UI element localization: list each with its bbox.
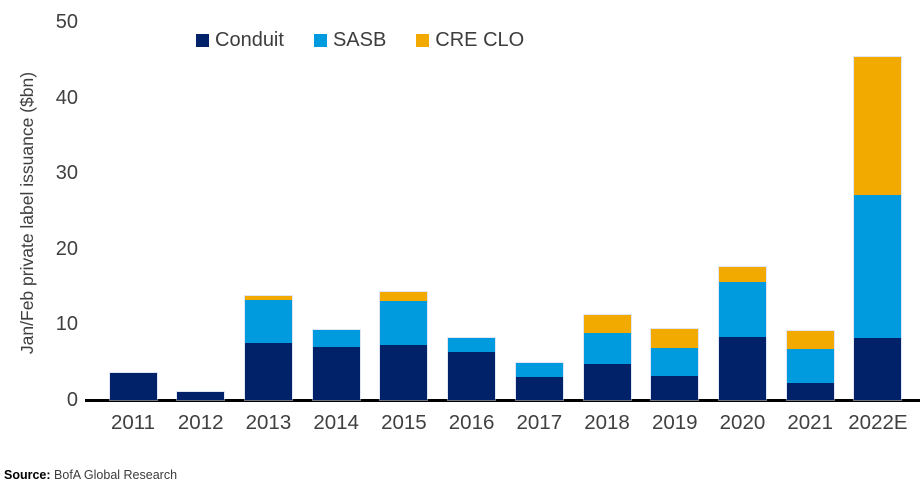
bar-segment-cre-clo — [786, 331, 834, 350]
x-axis-label: 2013 — [245, 411, 292, 434]
x-axis-label: 2022E — [848, 411, 908, 434]
bar-2022e — [854, 56, 902, 400]
x-axis-label: 2015 — [381, 411, 427, 434]
x-axis-label: 2018 — [584, 411, 630, 434]
y-tick-label: 10 — [55, 313, 78, 336]
bar-segment-sasb — [380, 300, 428, 345]
source-prefix: Source: — [4, 468, 51, 482]
bar-segment-sasb — [583, 332, 631, 365]
y-tick-label: 0 — [66, 389, 78, 411]
legend-label: CRE CLO — [435, 28, 525, 51]
bar-2017 — [515, 362, 563, 400]
bar-segment-sasb — [448, 338, 496, 352]
legend-swatch-icon — [416, 33, 430, 47]
bar-segment-conduit — [718, 337, 766, 400]
x-axis-label: 2020 — [719, 411, 766, 434]
bar-segment-cre-clo — [651, 328, 699, 348]
bar-segment-sasb — [786, 349, 834, 384]
bar-segment-sasb — [651, 347, 699, 376]
y-tick-label: 20 — [55, 237, 78, 260]
x-axis-label: 2019 — [651, 411, 698, 434]
bar-2019 — [651, 328, 699, 400]
bar-2015 — [380, 291, 428, 400]
legend-label: Conduit — [215, 28, 284, 51]
bar-2018 — [583, 315, 631, 400]
plot-area — [85, 56, 920, 402]
bar-segment-conduit — [109, 372, 157, 400]
bar-segment-cre-clo — [380, 291, 428, 301]
legend-label: SASB — [332, 28, 387, 51]
bar-segment-cre-clo — [854, 56, 902, 196]
bar-segment-conduit — [515, 377, 563, 400]
bar-segment-conduit — [854, 338, 902, 400]
bar-segment-sasb — [244, 300, 292, 343]
x-axis-line — [85, 399, 920, 402]
y-tick-label: 40 — [55, 86, 78, 109]
bar-segment-conduit — [312, 347, 360, 400]
bar-2011 — [109, 372, 157, 400]
bar-2021 — [786, 331, 834, 400]
bar-segment-sasb — [718, 282, 766, 338]
source-line: Source: BofA Global Research — [4, 468, 177, 482]
legend-swatch-icon — [313, 33, 327, 47]
bar-segment-sasb — [854, 195, 902, 338]
x-axis-label: 2014 — [313, 411, 359, 434]
bar-segment-conduit — [651, 375, 699, 400]
chart-legend: Conduit SASB CRE CLO — [196, 28, 524, 52]
y-axis-ticks: 0 10 20 30 40 50 — [0, 0, 80, 420]
y-tick-label: 30 — [55, 162, 78, 185]
bar-segment-sasb — [312, 330, 360, 348]
bar-segment-conduit — [244, 342, 292, 400]
x-axis-label: 2017 — [516, 411, 563, 434]
bar-segment-cre-clo — [583, 315, 631, 333]
bar-2016 — [448, 338, 496, 400]
legend-item-cre-clo: CRE CLO — [416, 29, 524, 52]
bar-segment-conduit — [786, 383, 834, 400]
bar-2012 — [177, 391, 225, 400]
bar-segment-conduit — [583, 364, 631, 400]
bar-segment-conduit — [380, 344, 428, 400]
legend-item-sasb: SASB — [313, 28, 387, 52]
bar-segment-conduit — [177, 391, 225, 400]
y-tick-label: 50 — [55, 11, 78, 33]
source-text: BofA Global Research — [54, 468, 178, 482]
legend-item-conduit: Conduit — [196, 29, 284, 52]
legend-swatch-icon — [196, 33, 209, 47]
bar-2013 — [244, 296, 292, 400]
bar-2020 — [718, 266, 766, 400]
x-axis-label: 2021 — [787, 411, 833, 434]
bar-segment-conduit — [448, 351, 496, 400]
x-axis-labels: 2011 2012 2013 2014 2015 2016 2017 2018 2019 2020… — [0, 411, 924, 439]
bar-segment-sasb — [515, 362, 563, 378]
x-axis-label: 2012 — [177, 411, 224, 434]
bar-2014 — [312, 330, 360, 400]
bar-segment-cre-clo — [718, 266, 766, 283]
x-axis-label: 2016 — [448, 411, 495, 434]
x-axis-label: 2011 — [110, 411, 156, 434]
bar-segment-cre-clo — [244, 296, 292, 301]
